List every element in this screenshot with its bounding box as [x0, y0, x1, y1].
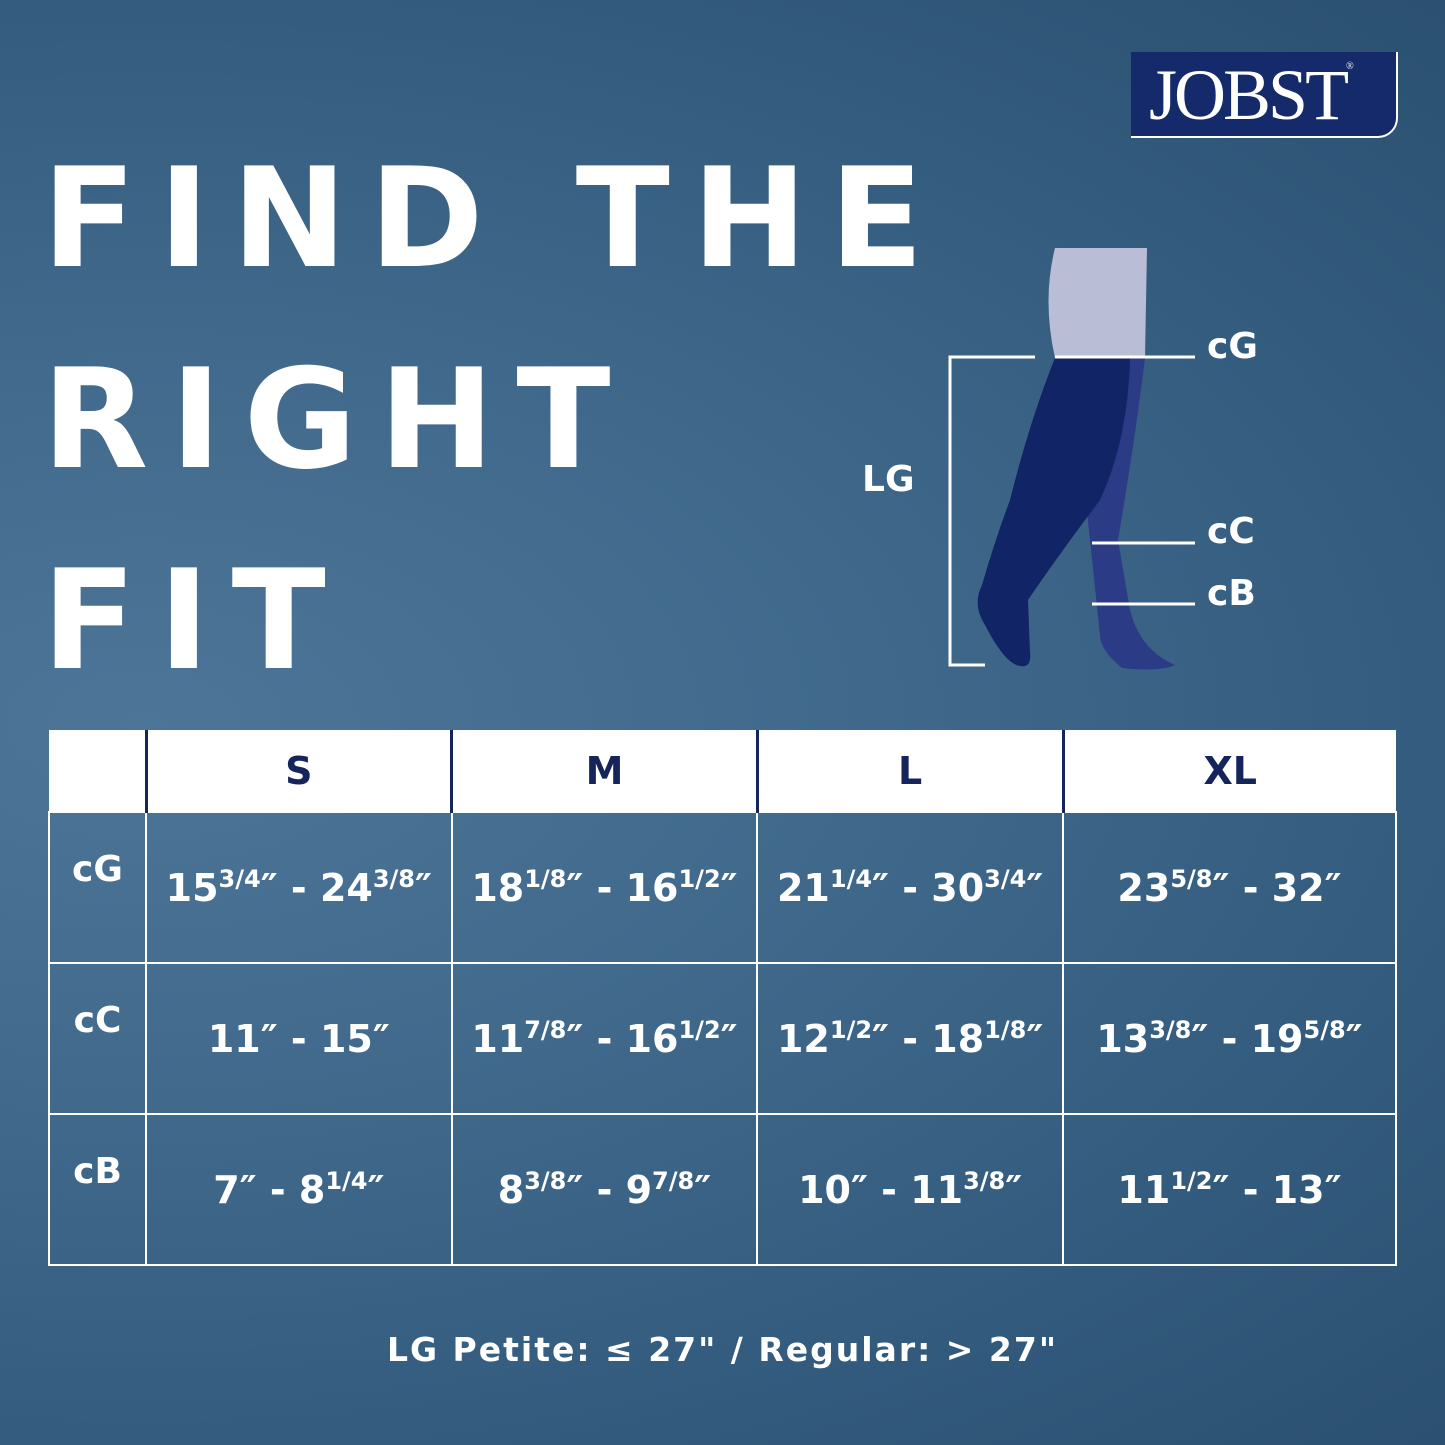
fraction: 3/8 — [372, 865, 415, 893]
header-m: M — [450, 730, 758, 812]
fraction: 1/2 — [678, 865, 721, 893]
fraction: 1/2 — [1170, 1167, 1213, 1195]
table-row: cG 153/4″ - 243/8″ 181/8″ - 161/2″ 211/4″ -… — [48, 811, 1397, 964]
size-range-cell: 83/8″ - 97/8″ — [450, 1113, 759, 1266]
whole-number: 18 — [471, 866, 525, 910]
whole-number: 10 — [798, 1168, 851, 1212]
fraction: 1/8 — [984, 1016, 1027, 1044]
whole-number: 11 — [910, 1168, 964, 1212]
fraction: 3/4 — [218, 865, 261, 893]
whole-number: 16 — [625, 1017, 679, 1061]
size-range-cell: 181/8″ - 161/2″ — [450, 811, 759, 964]
label-cb: cB — [1207, 573, 1256, 614]
whole-number: 13 — [1271, 1168, 1325, 1212]
whole-number: 12 — [776, 1017, 830, 1061]
size-range-cell: 117/8″ - 161/2″ — [450, 962, 759, 1115]
whole-number: 9 — [625, 1168, 653, 1212]
header-row: S M L XL — [49, 730, 1396, 812]
jobst-logo: JOBST® — [1131, 52, 1398, 138]
label-lg: LG — [862, 459, 915, 500]
label-cg: cG — [1207, 326, 1258, 367]
headline-line-2: RIGHT — [42, 339, 633, 500]
fraction: 3/8 — [524, 1167, 567, 1195]
length-note: LG Petite: ≤ 27" / Regular: > 27" — [386, 1330, 1059, 1369]
size-range-cell: 133/8″ - 195/8″ — [1062, 962, 1397, 1115]
whole-number: 30 — [931, 866, 985, 910]
size-range-cell: 10″ - 113/8″ — [756, 1113, 1064, 1266]
size-range-cell: 153/4″ - 243/8″ — [145, 811, 453, 964]
size-range-cell: 211/4″ - 303/4″ — [756, 811, 1064, 964]
header-empty — [49, 730, 146, 812]
table-row: cC 11″ - 15″ 117/8″ - 161/2″ 121/2″ - 181/8… — [48, 962, 1397, 1115]
thigh-skin — [1048, 248, 1147, 358]
header-xl: XL — [1061, 730, 1396, 812]
whole-number: 13 — [1096, 1017, 1150, 1061]
front-leg-stocking — [977, 358, 1130, 667]
headline-line-1: FIND THE — [42, 138, 946, 299]
fraction: 1/4 — [829, 865, 873, 893]
whole-number: 8 — [298, 1168, 326, 1212]
whole-number: 7 — [213, 1168, 240, 1212]
fraction: 1/2 — [678, 1016, 721, 1044]
size-range-cell: 121/2″ - 181/8″ — [756, 962, 1064, 1115]
size-range-cell: 111/2″ - 13″ — [1062, 1113, 1397, 1266]
size-range-cell: 235/8″ - 32″ — [1062, 811, 1397, 964]
whole-number: 21 — [776, 866, 830, 910]
whole-number: 11 — [207, 1017, 261, 1061]
header-s: S — [144, 730, 452, 812]
whole-number: 16 — [625, 866, 679, 910]
whole-number: 18 — [931, 1017, 985, 1061]
whole-number: 15 — [165, 866, 219, 910]
fraction: 1/8 — [524, 865, 567, 893]
whole-number: 15 — [319, 1017, 373, 1061]
row-label: cB — [48, 1113, 147, 1266]
whole-number: 23 — [1117, 866, 1171, 910]
lg-bracket — [948, 355, 1035, 667]
header-l: L — [755, 730, 1063, 812]
size-range-cell: 7″ - 81/4″ — [145, 1113, 453, 1266]
whole-number: 24 — [319, 866, 373, 910]
whole-number: 19 — [1250, 1017, 1304, 1061]
row-label: cG — [48, 811, 147, 964]
whole-number: 8 — [497, 1168, 525, 1212]
fraction: 3/8 — [963, 1167, 1006, 1195]
fraction: 5/8 — [1303, 1016, 1346, 1044]
fraction: 5/8 — [1170, 865, 1213, 893]
leg-measurement-diagram — [948, 248, 1195, 670]
size-table: S M L XL cG 153/4″ - 243/8″ 181/8″ - 161/2… — [48, 730, 1397, 1266]
headline-line-3: FIT — [42, 540, 348, 701]
fraction: 7/8 — [524, 1016, 567, 1044]
size-range-cell: 11″ - 15″ — [145, 962, 453, 1115]
table-row: cB 7″ - 81/4″ 83/8″ - 97/8″ 10″ - 113/8″ 111… — [48, 1113, 1397, 1266]
headline: FIND THE RIGHT FIT — [42, 118, 946, 721]
fraction: 7/8 — [652, 1167, 695, 1195]
fraction: 3/8 — [1149, 1016, 1192, 1044]
fraction: 3/4 — [984, 865, 1027, 893]
fraction: 1/2 — [829, 1016, 873, 1044]
row-label: cC — [48, 962, 147, 1115]
whole-number: 11 — [1117, 1168, 1171, 1212]
whole-number: 32 — [1271, 866, 1325, 910]
label-cc: cC — [1207, 511, 1255, 552]
whole-number: 11 — [471, 1017, 525, 1061]
fraction: 1/4 — [325, 1167, 368, 1195]
